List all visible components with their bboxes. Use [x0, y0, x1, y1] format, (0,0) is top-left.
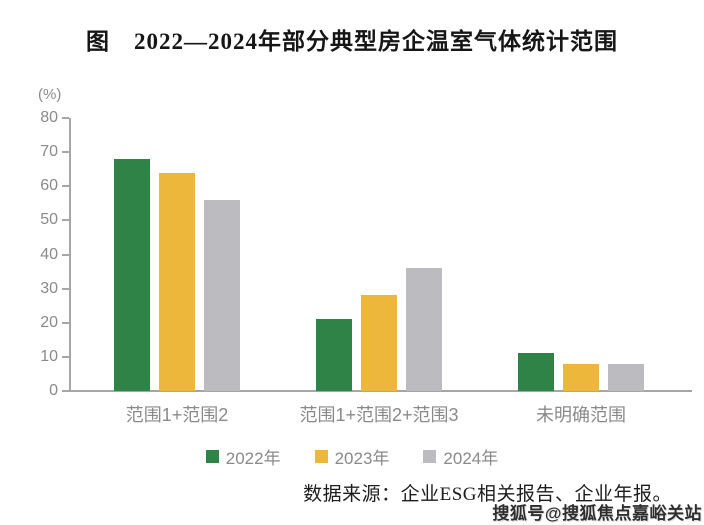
- bar-2022年-范围1+范围2: [114, 158, 150, 391]
- bar-2023年-未明确范围: [563, 363, 599, 391]
- legend-item-2023: 2023年: [314, 444, 390, 469]
- y-axis-tick-mark: [62, 253, 69, 256]
- legend: 2022年 2023年 2024年: [0, 444, 704, 469]
- legend-swatch-2022: [205, 450, 219, 463]
- bar-2023年-范围1+范围2: [159, 172, 195, 391]
- watermark-text: 搜狐号@搜狐焦点嘉峪关站: [492, 504, 702, 523]
- y-axis-tick-mark: [62, 355, 69, 358]
- y-axis-tick-label: 60: [40, 177, 58, 195]
- y-axis-tick-label: 10: [40, 347, 58, 365]
- y-axis-tick-mark: [62, 117, 69, 119]
- legend-item-2022: 2022年: [205, 444, 281, 469]
- bar-2024年-范围1+范围2+范围3: [406, 268, 442, 391]
- x-axis-line: [62, 390, 692, 392]
- y-axis-unit-label: (%): [38, 86, 62, 103]
- y-axis-tick-mark: [62, 321, 69, 324]
- chart-title: 图 2022—2024年部分典型房企温室气体统计范围: [86, 29, 618, 54]
- y-axis-tick-mark: [62, 390, 69, 392]
- x-axis-label-范围1+范围2+范围3: 范围1+范围2+范围3: [299, 405, 459, 425]
- y-axis-tick-label: 70: [40, 143, 58, 161]
- bar-2023年-范围1+范围2+范围3: [361, 295, 397, 391]
- legend-swatch-2023: [314, 450, 328, 463]
- legend-label-2023: 2023年: [334, 449, 390, 468]
- bar-2022年-未明确范围: [518, 353, 554, 391]
- y-axis-tick-label: 40: [40, 245, 58, 263]
- data-source-note: 数据来源：企业ESG相关报告、企业年报。: [303, 484, 672, 505]
- y-axis-tick-label: 0: [49, 382, 58, 399]
- y-axis-tick-label: 30: [40, 279, 58, 297]
- x-axis-label-未明确范围: 未明确范围: [536, 405, 626, 425]
- legend-item-2024: 2024年: [423, 444, 498, 469]
- y-axis-tick-mark: [62, 287, 69, 290]
- y-axis-tick-mark: [62, 185, 69, 188]
- bar-2024年-未明确范围: [608, 363, 644, 391]
- y-axis-tick-label: 20: [40, 313, 58, 331]
- y-axis-tick-mark: [62, 219, 69, 222]
- bar-2022年-范围1+范围2+范围3: [316, 319, 352, 391]
- y-axis-tick-label: 50: [40, 211, 58, 229]
- legend-swatch-2024: [423, 450, 437, 463]
- y-axis-line: [69, 118, 71, 392]
- y-axis-tick-label: 80: [40, 109, 58, 126]
- y-axis-tick-mark: [62, 151, 69, 154]
- bar-2024年-范围1+范围2: [204, 199, 240, 391]
- legend-label-2024: 2024年: [443, 449, 499, 468]
- legend-label-2022: 2022年: [225, 449, 281, 468]
- x-axis-label-范围1+范围2: 范围1+范围2: [125, 405, 229, 425]
